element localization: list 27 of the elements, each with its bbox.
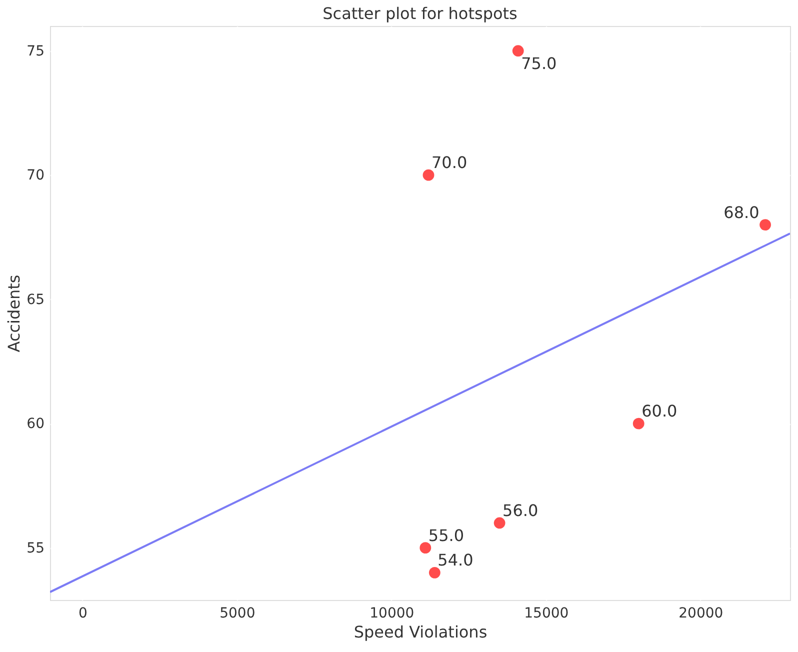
point — [428, 566, 440, 578]
y-tick-label: 55 — [26, 540, 44, 556]
data-label: 75.0 — [521, 54, 557, 73]
chart-title: Scatter plot for hotspots — [322, 4, 518, 23]
y-tick-label: 70 — [26, 168, 44, 184]
data-label: 70.0 — [431, 153, 468, 172]
x-tick-label: 15000 — [524, 606, 569, 622]
data-label: 55.0 — [428, 526, 464, 545]
point — [494, 517, 506, 529]
data-label: 54.0 — [438, 550, 474, 570]
point — [422, 169, 434, 181]
y-tick-label: 60 — [26, 416, 44, 432]
point — [512, 45, 524, 57]
data-label: 68.0 — [724, 202, 760, 222]
point — [420, 542, 432, 554]
x-tick-label: 5000 — [220, 606, 256, 622]
data-label: 60.0 — [642, 402, 678, 421]
y-axis-title: Accidents — [4, 274, 24, 352]
data-label: 56.0 — [502, 500, 538, 520]
y-tick-label: 75 — [26, 43, 44, 60]
x-axis-title: Speed Violations — [354, 622, 488, 642]
y-tick-label: 65 — [26, 292, 44, 308]
point — [760, 219, 771, 230]
x-tick-label: 10000 — [370, 606, 414, 622]
x-tick-label: 20000 — [678, 606, 724, 622]
point — [632, 418, 644, 430]
x-tick-label: 0 — [78, 606, 88, 622]
